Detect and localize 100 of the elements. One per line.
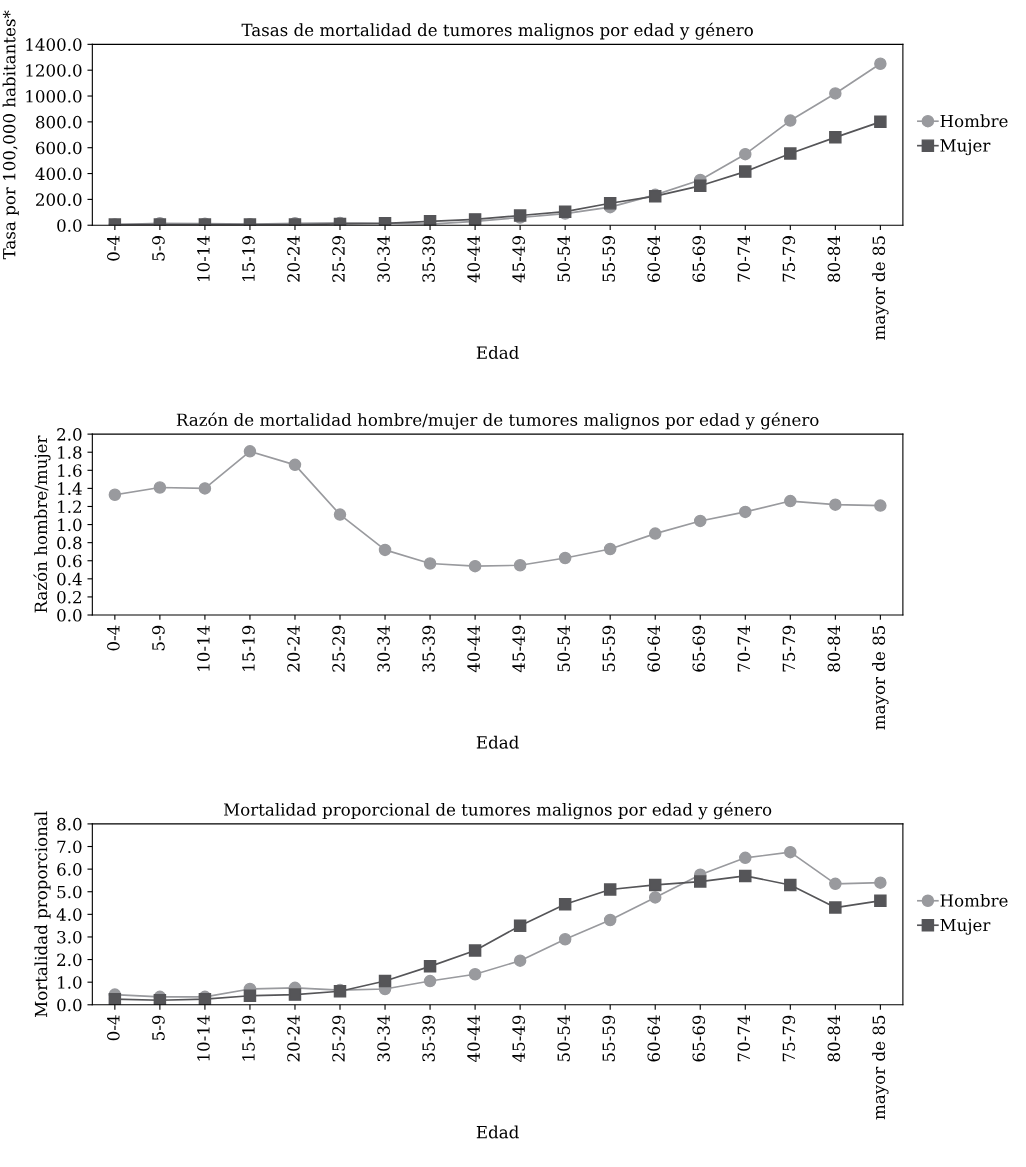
point bbox=[198, 482, 212, 495]
x-tick-label: mayor de 85 bbox=[872, 1015, 889, 1120]
point bbox=[874, 894, 887, 908]
point bbox=[739, 505, 752, 519]
point bbox=[603, 197, 617, 210]
point bbox=[468, 559, 482, 573]
point bbox=[784, 878, 797, 892]
y-axis-title: Tasa por 100,000 habitantes* bbox=[2, 10, 19, 260]
x-tick-label: 75-79 bbox=[782, 625, 796, 672]
chart-title: Razón de mortalidad hombre/mujer de tumores malignos por edad y género bbox=[176, 412, 819, 430]
point bbox=[784, 147, 797, 160]
y-tick-label: 5.0 bbox=[57, 885, 82, 899]
point bbox=[558, 932, 572, 946]
x-tick-label: 65-69 bbox=[692, 236, 706, 282]
x-tick-label: 45-49 bbox=[512, 236, 525, 283]
y-tick-label: 4.0 bbox=[56, 908, 82, 921]
chart-title: Tasas de mortalidad de tumores malignos por edad y género bbox=[241, 22, 753, 40]
y-tick-label: 1000.0 bbox=[26, 89, 82, 103]
point bbox=[558, 897, 572, 911]
x-axis-title: Edad bbox=[476, 346, 519, 359]
x-tick-label: 50-54 bbox=[557, 235, 570, 282]
x-tick-label: 80-84 bbox=[827, 1015, 841, 1062]
point bbox=[693, 875, 707, 888]
x-tick-label: 5-9 bbox=[152, 1015, 165, 1040]
x-tick-label: 35-39 bbox=[422, 236, 435, 282]
point bbox=[468, 944, 482, 957]
y-tick-label: 0.0 bbox=[57, 219, 82, 232]
y-tick-label: 1.6 bbox=[58, 464, 82, 477]
point bbox=[874, 57, 887, 70]
x-tick-label: 0-4 bbox=[107, 1015, 120, 1041]
point bbox=[153, 994, 167, 1005]
point bbox=[784, 494, 797, 508]
x-tick-label: 45-49 bbox=[512, 1015, 525, 1063]
point bbox=[603, 913, 617, 927]
point bbox=[423, 557, 437, 570]
x-tick-label: 40-44 bbox=[467, 625, 480, 673]
y-tick-label: 0.6 bbox=[57, 554, 82, 568]
legend-label: Mujer bbox=[940, 918, 991, 935]
y-axis-title: Mortalidad proporcional bbox=[34, 811, 51, 1017]
legend-label: Hombre bbox=[940, 114, 1008, 128]
point bbox=[739, 851, 752, 865]
point bbox=[693, 179, 707, 193]
x-axis-title: Edad bbox=[476, 1125, 519, 1139]
legend-label: Hombre bbox=[940, 893, 1008, 907]
y-tick-label: 1200.0 bbox=[26, 64, 82, 77]
point bbox=[378, 543, 392, 557]
point bbox=[243, 445, 257, 458]
point bbox=[874, 115, 887, 129]
x-tick-label: 45-49 bbox=[512, 625, 525, 673]
point bbox=[423, 974, 437, 988]
x-tick-label: 55-59 bbox=[602, 1015, 616, 1062]
x-tick-label: 60-64 bbox=[647, 235, 661, 282]
y-tick-label: 600.0 bbox=[36, 141, 82, 155]
x-tick-label: 75-79 bbox=[782, 236, 796, 282]
x-tick-label: 40-44 bbox=[467, 1015, 480, 1063]
x-tick-label: 70-74 bbox=[737, 625, 751, 672]
y-tick-label: 3.0 bbox=[57, 930, 82, 944]
point bbox=[378, 974, 392, 988]
point bbox=[648, 878, 662, 892]
x-tick-label: 15-19 bbox=[242, 625, 255, 671]
point bbox=[333, 508, 347, 521]
point bbox=[829, 877, 842, 891]
y-tick-label: 0.2 bbox=[57, 590, 81, 604]
x-tick-label: 10-14 bbox=[197, 625, 210, 671]
point bbox=[603, 883, 617, 896]
x-tick-label: 55-59 bbox=[602, 625, 616, 672]
x-tick-label: 40-44 bbox=[467, 235, 480, 283]
y-tick-label: 1.8 bbox=[58, 446, 82, 459]
point bbox=[829, 87, 842, 100]
point bbox=[288, 458, 302, 472]
y-tick-label: 1.2 bbox=[58, 500, 81, 514]
x-tick-label: 10-14 bbox=[197, 235, 210, 281]
x-tick-label: 75-79 bbox=[782, 1015, 796, 1062]
x-tick-label: 30-34 bbox=[377, 1015, 390, 1062]
x-tick-label: 60-64 bbox=[647, 625, 661, 672]
x-tick-label: 0-4 bbox=[107, 235, 120, 261]
point bbox=[513, 559, 527, 572]
legend-label: Mujer bbox=[940, 139, 991, 156]
x-tick-label: mayor de 85 bbox=[872, 236, 889, 340]
point bbox=[693, 514, 707, 528]
x-tick-label: 65-69 bbox=[692, 1015, 706, 1062]
x-tick-label: 15-19 bbox=[242, 1015, 255, 1061]
point bbox=[288, 988, 302, 1001]
point bbox=[739, 165, 752, 178]
point bbox=[108, 992, 122, 1005]
x-tick-label: mayor de 85 bbox=[872, 626, 889, 730]
point bbox=[558, 551, 572, 565]
y-tick-label: 400.0 bbox=[35, 167, 82, 181]
x-tick-label: 25-29 bbox=[332, 236, 345, 282]
y-tick-label: 7.0 bbox=[57, 840, 82, 854]
x-tick-label: 65-69 bbox=[692, 625, 706, 672]
x-tick-label: 20-24 bbox=[287, 1015, 300, 1062]
x-tick-label: 5-9 bbox=[152, 625, 165, 651]
x-tick-label: 70-74 bbox=[737, 235, 751, 282]
x-tick-label: 0-4 bbox=[107, 625, 120, 651]
point bbox=[829, 498, 842, 511]
y-tick-label: 8.0 bbox=[57, 817, 82, 831]
x-tick-label: 70-74 bbox=[737, 1015, 751, 1062]
x-tick-label: 60-64 bbox=[647, 1015, 661, 1062]
point bbox=[153, 481, 167, 494]
